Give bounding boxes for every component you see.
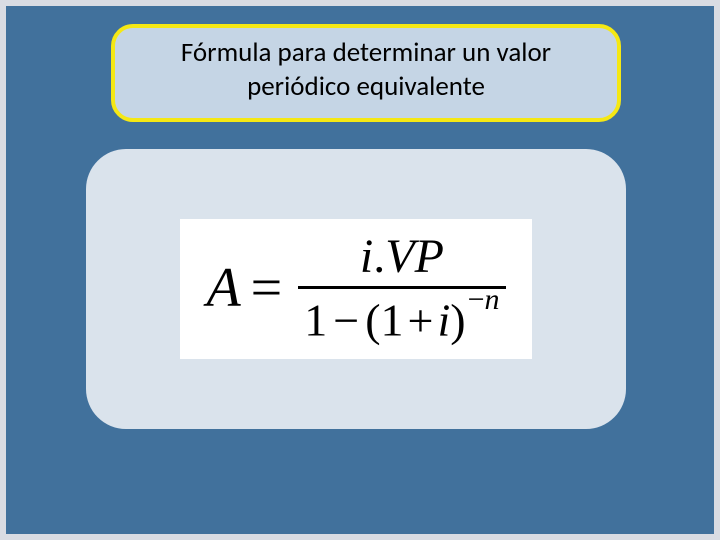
- num-i: i: [360, 230, 373, 283]
- title-line-1: Fórmula para determinar un valor: [181, 36, 551, 69]
- den-lparen: (: [365, 295, 380, 346]
- den-one-a: 1: [304, 295, 327, 346]
- num-dot: .: [373, 230, 385, 283]
- exp-n: n: [485, 283, 500, 316]
- den-one-b: 1: [381, 295, 404, 346]
- num-vp: VP: [385, 230, 444, 283]
- exponent: −n: [468, 283, 500, 316]
- den-i: i: [438, 295, 451, 346]
- title-text: Fórmula para determinar un valor periódi…: [135, 36, 597, 104]
- numerator: i.VP: [352, 229, 452, 286]
- formula: A = i.VP 1−(1+i)−n: [180, 219, 531, 358]
- title-line-2: periódico equivalente: [247, 70, 485, 103]
- equals-sign: =: [251, 256, 283, 320]
- den-plus: +: [404, 295, 438, 346]
- den-rparen: ): [450, 295, 465, 346]
- formula-box: A = i.VP 1−(1+i)−n: [86, 149, 626, 429]
- den-minus: −: [327, 295, 365, 346]
- exp-neg: −: [468, 283, 485, 316]
- formula-lhs: A: [206, 256, 240, 320]
- denominator: 1−(1+i)−n: [298, 289, 505, 346]
- fraction: i.VP 1−(1+i)−n: [298, 229, 505, 346]
- title-box: Fórmula para determinar un valor periódi…: [111, 24, 621, 122]
